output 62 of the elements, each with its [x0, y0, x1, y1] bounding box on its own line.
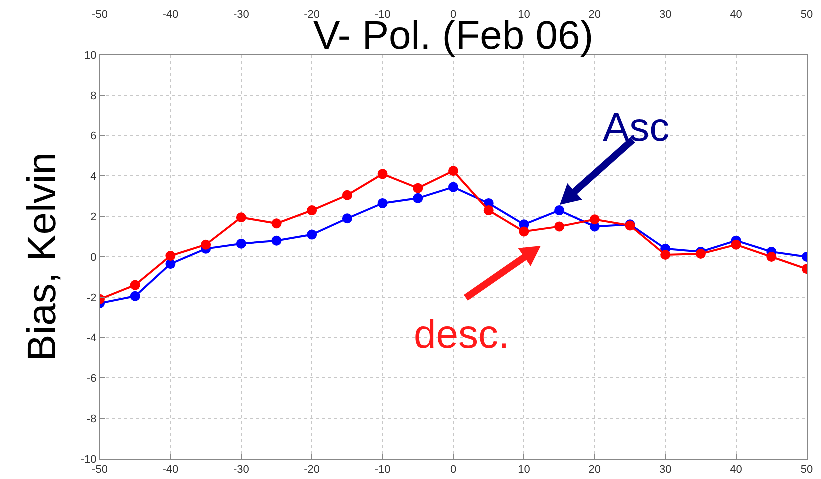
y-tick-label: -2 [87, 292, 97, 304]
x2-tick-label: -20 [304, 8, 320, 21]
y-tick-label: 4 [90, 171, 97, 184]
x-tick-label: -10 [374, 464, 391, 476]
x2-tick-label: 0 [450, 8, 457, 21]
point [484, 206, 494, 216]
x2-tick-label: 40 [730, 8, 742, 21]
point [766, 252, 777, 262]
point [307, 206, 318, 216]
x-tick-label: -50 [92, 464, 108, 476]
x-tick-label: -30 [233, 464, 250, 476]
point [378, 198, 388, 208]
x-tick-label: 50 [800, 464, 814, 476]
point [448, 182, 458, 192]
point [130, 280, 140, 290]
point [590, 214, 600, 225]
x2-tick-label: -50 [92, 8, 108, 21]
point [236, 238, 246, 249]
point [166, 250, 176, 261]
y-tick-label: -10 [80, 454, 97, 466]
x2-tick-label: 20 [588, 8, 602, 21]
point [554, 206, 565, 216]
point [307, 230, 318, 240]
point [554, 222, 565, 232]
point [413, 193, 424, 204]
point [236, 212, 246, 223]
x2-tick-label: -40 [162, 8, 179, 21]
point [342, 190, 352, 200]
y-tick-label: 6 [90, 130, 97, 143]
point [660, 250, 671, 260]
point [519, 226, 530, 237]
y-tick-label: -8 [87, 413, 97, 426]
point [731, 240, 742, 250]
annotation: desc. [414, 313, 510, 357]
y-tick-label: 10 [84, 50, 97, 62]
y-axis-title: Bias, Kelvin [20, 152, 64, 362]
x2-tick-label: -10 [374, 8, 391, 21]
x-tick-label: 10 [518, 464, 530, 476]
x-tick-label: 30 [659, 464, 672, 476]
x-tick-label: 20 [588, 464, 602, 476]
y-tick-label: -4 [87, 332, 97, 345]
x-tick-label: -40 [162, 464, 179, 476]
x-tick-label: 0 [450, 464, 457, 476]
x2-tick-label: -30 [233, 8, 250, 21]
x2-tick-label: 30 [659, 8, 672, 21]
point [413, 183, 424, 194]
y-tick-label: 0 [90, 252, 97, 264]
point [342, 214, 352, 224]
point [201, 240, 212, 250]
annotation: Asc [603, 106, 670, 150]
point [378, 169, 388, 180]
x2-tick-label: 50 [800, 8, 814, 21]
point [448, 166, 458, 176]
y-tick-label: -6 [87, 373, 97, 386]
point [130, 291, 140, 302]
x-tick-label: 40 [730, 464, 742, 476]
y-tick-label: 8 [90, 90, 97, 102]
point [272, 218, 282, 229]
x2-tick-label: 10 [518, 8, 530, 21]
y-tick-label: 2 [90, 211, 97, 224]
point [272, 236, 282, 246]
x-tick-label: -20 [304, 464, 320, 476]
